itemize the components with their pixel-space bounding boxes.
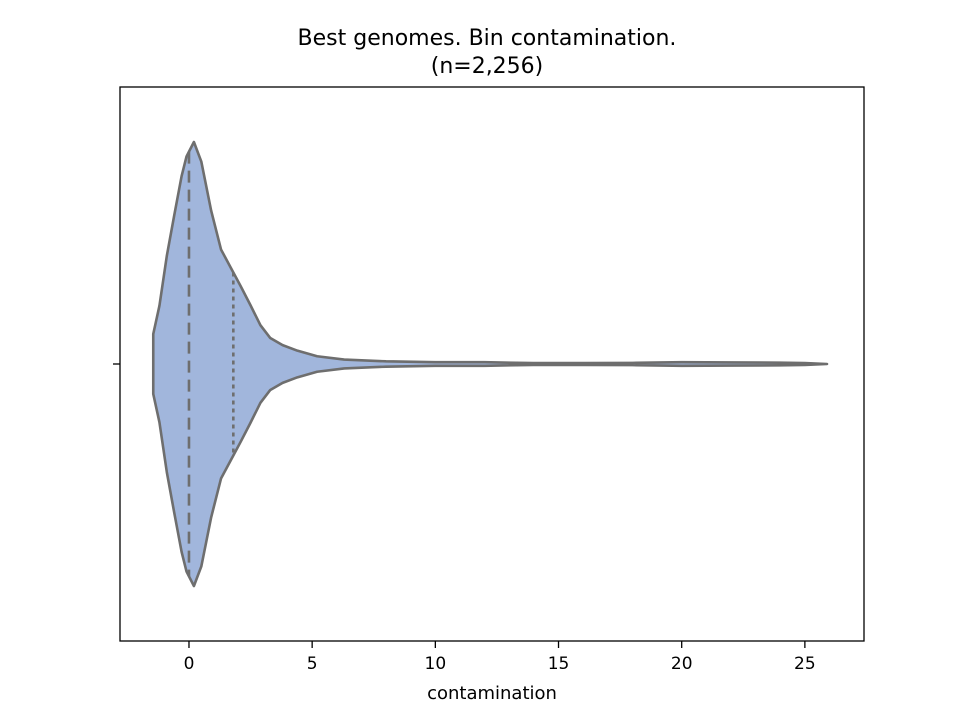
- x-tick-label: 25: [794, 654, 816, 674]
- x-tick-label: 10: [425, 654, 447, 674]
- x-axis: 0 5 10 15 20 25: [184, 641, 816, 674]
- x-axis-label: contamination: [427, 683, 557, 704]
- chart-subtitle: (n=2,256): [431, 54, 544, 79]
- violin-body: [151, 140, 829, 588]
- chart-title: Best genomes. Bin contamination.: [298, 26, 677, 51]
- x-tick-label: 0: [184, 654, 195, 674]
- x-tick-label: 5: [307, 654, 318, 674]
- x-tick-label: 15: [548, 654, 570, 674]
- x-tick-label: 20: [671, 654, 693, 674]
- plot-area: [151, 140, 829, 588]
